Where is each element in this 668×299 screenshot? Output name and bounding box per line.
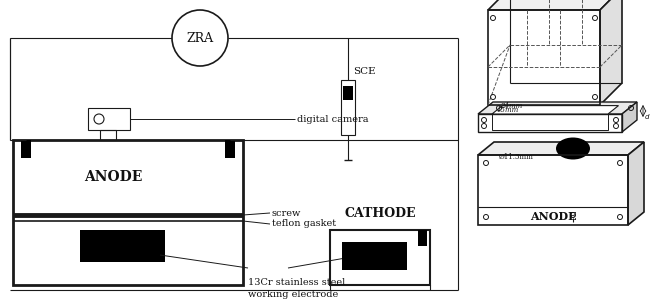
Bar	[488, 10, 600, 105]
Text: Ø11.3mm: Ø11.3mm	[499, 153, 534, 161]
Text: screw: screw	[272, 208, 301, 217]
Bar	[478, 114, 622, 132]
Text: 15mm: 15mm	[497, 106, 519, 115]
Ellipse shape	[556, 138, 590, 159]
Polygon shape	[478, 102, 637, 114]
Bar	[21, 140, 31, 158]
Text: ZRA: ZRA	[186, 31, 214, 45]
Polygon shape	[492, 106, 619, 114]
Bar	[225, 140, 235, 158]
Circle shape	[172, 10, 228, 66]
Polygon shape	[628, 142, 644, 225]
Bar	[342, 242, 407, 270]
Bar	[100, 130, 116, 140]
Text: teflon gasket: teflon gasket	[272, 219, 336, 228]
Text: 13Cr stainless steel
working electrode: 13Cr stainless steel working electrode	[248, 278, 345, 299]
Text: SCE: SCE	[353, 68, 375, 77]
Text: d: d	[645, 114, 649, 120]
Text: digital camera: digital camera	[297, 115, 369, 123]
Bar	[13, 140, 243, 285]
Text: CATHODE: CATHODE	[344, 207, 415, 220]
Bar	[343, 86, 353, 100]
Polygon shape	[600, 0, 622, 105]
Bar	[88, 108, 130, 130]
Bar	[341, 80, 355, 135]
Text: ANODE: ANODE	[530, 211, 576, 222]
Bar	[492, 114, 608, 130]
Bar	[418, 230, 427, 246]
Polygon shape	[488, 0, 622, 10]
Polygon shape	[478, 142, 644, 155]
Polygon shape	[622, 102, 637, 132]
Bar	[80, 230, 165, 262]
Bar	[330, 230, 430, 285]
Text: ANODE: ANODE	[84, 170, 142, 184]
Bar	[478, 155, 628, 225]
Text: 24mm: 24mm	[500, 102, 522, 110]
